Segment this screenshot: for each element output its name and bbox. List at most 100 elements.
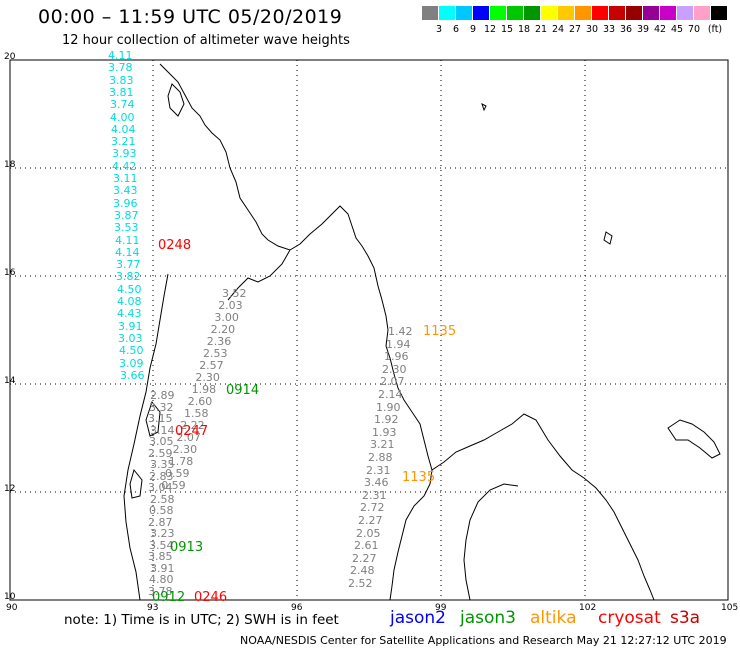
track3-value: 1.93 [372, 425, 397, 439]
track4-value: 3.14 [150, 423, 175, 437]
legend-swatch [711, 6, 727, 20]
track3-value: 2.27 [358, 514, 383, 527]
track3-value: 2.52 [348, 577, 373, 590]
legend-swatch [575, 6, 591, 20]
track1-value: 3.83 [109, 73, 134, 87]
track3-value: 2.48 [350, 564, 375, 578]
legend-label: 9 [469, 24, 477, 35]
map-frame [9, 59, 729, 601]
track1-value: 4.50 [119, 344, 144, 358]
track3-value: 2.31 [362, 488, 387, 502]
track3-value: 2.72 [360, 501, 385, 515]
pass-time-label: 0914 [226, 383, 260, 398]
track3-value: 2.61 [354, 539, 379, 553]
track1-value: 3.93 [112, 147, 137, 161]
grid-lines [10, 60, 728, 600]
track2-value: 2.03 [218, 299, 243, 312]
track3-value: 2.31 [366, 463, 391, 477]
track1-value: 4.08 [117, 295, 142, 308]
track3-value: 2.30 [382, 362, 407, 376]
track4-value: 3.15 [148, 412, 173, 425]
track2-value: 2.20 [210, 323, 236, 336]
lat-label: 18 [4, 160, 16, 170]
track3-value: 1.94 [386, 337, 411, 351]
lon-label: 96 [291, 603, 303, 613]
track4-value: 4.80 [149, 573, 174, 586]
legend-swatch [592, 6, 608, 20]
pass-time-label: 0247 [175, 424, 209, 439]
track4-value: 3.05 [149, 435, 174, 448]
legend-unit: (ft) [707, 24, 723, 35]
track2-value: 2.30 [195, 371, 220, 384]
track2-value: 2.22 [180, 419, 205, 432]
track4-value: 3.32 [149, 400, 174, 414]
track4-value: 2.87 [148, 515, 173, 529]
pass-time-label: 0248 [158, 238, 192, 253]
track1-value: 3.78 [108, 61, 133, 75]
satellite-cryosat: cryosat [598, 608, 661, 628]
track1-value: 3.03 [118, 331, 143, 345]
track3-value: 2.14 [378, 388, 403, 401]
legend-swatch [439, 6, 455, 20]
track2-value: 3.00 [214, 311, 239, 324]
legend-label: 24 [551, 24, 565, 35]
legend-swatch [677, 6, 693, 20]
track3-value: 2.07 [380, 375, 405, 389]
track1-value: 4.11 [115, 233, 140, 247]
track1-value: 3.87 [114, 208, 139, 222]
track2-value: 2.36 [206, 335, 232, 348]
legend-label: 6 [452, 24, 460, 35]
track2-value: 2.57 [199, 359, 224, 372]
track4-value: 3.91 [150, 561, 175, 575]
track3-value: 1.92 [374, 413, 399, 427]
track1-value: 3.74 [110, 98, 135, 112]
track3-value: 1.90 [376, 400, 401, 414]
legend-swatch [541, 6, 557, 20]
track3-value: 3.21 [370, 438, 395, 452]
legend-swatch [490, 6, 506, 20]
track4-value: 3.23 [150, 527, 175, 540]
lat-label: 14 [4, 376, 16, 386]
map-title: 00:00 – 11:59 UTC 05/20/2019 [38, 6, 343, 28]
lat-label: 10 [4, 592, 16, 602]
legend-label: 36 [619, 24, 633, 35]
legend-swatch [660, 6, 676, 20]
track1-value: 3.09 [119, 356, 144, 370]
legend-label: 42 [653, 24, 667, 35]
legend-swatch [456, 6, 472, 20]
footer-credit: NOAA/NESDIS Center for Satellite Applica… [240, 634, 727, 647]
satellite-jason2: jason2 [390, 608, 446, 628]
track2-value: 2.30 [172, 443, 198, 456]
satellite-jason3: jason3 [460, 608, 516, 628]
track4-value: 3.78 [148, 584, 173, 598]
legend-swatch [507, 6, 523, 20]
track1-value: 3.91 [118, 319, 143, 333]
track2-value: 1.58 [184, 407, 209, 420]
lon-label: 90 [6, 603, 18, 613]
legend-label: 45 [670, 24, 684, 35]
lat-label: 20 [4, 52, 16, 62]
track2-value: 1.98 [191, 383, 217, 396]
legend-label: 70 [687, 24, 701, 35]
track4-value: 2.59 [148, 446, 173, 460]
track1-value: 4.50 [117, 282, 142, 296]
pass-time-label: 0246 [194, 590, 228, 605]
track1-value: 3.77 [116, 258, 141, 272]
track1-value: 3.11 [113, 172, 138, 185]
legend-label: 39 [636, 24, 650, 35]
legend-label: 15 [500, 24, 514, 35]
track4-value: 3.35 [150, 458, 175, 471]
track2-value: 0.59 [161, 479, 186, 492]
lat-label: 12 [4, 484, 16, 494]
track4-value: 2.89 [150, 389, 175, 402]
track3-value: 2.88 [368, 451, 393, 464]
lon-label: 93 [147, 603, 159, 613]
track3-value: 2.05 [356, 526, 381, 540]
track4-value: 3.85 [148, 550, 173, 563]
track4-value: 3.54 [149, 538, 174, 552]
track1-value: 4.11 [108, 49, 133, 62]
pass-time-label: 0913 [170, 540, 204, 555]
track1-value: 4.00 [110, 110, 135, 124]
legend-swatch [626, 6, 642, 20]
